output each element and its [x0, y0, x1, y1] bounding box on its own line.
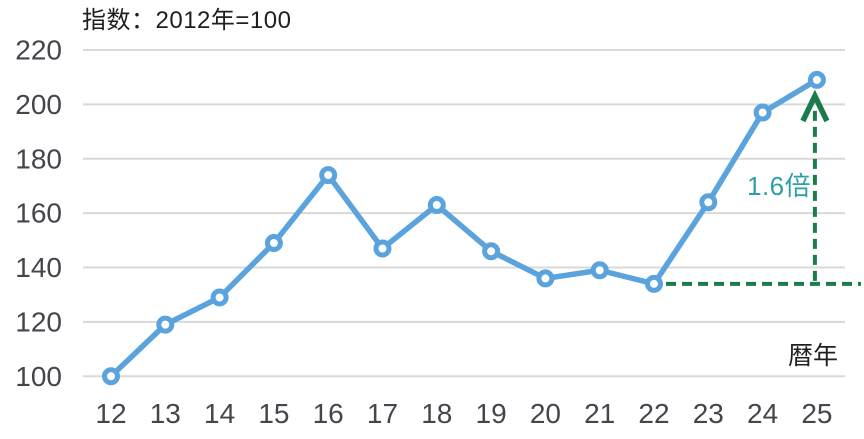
data-point-marker	[645, 274, 663, 293]
x-tick-label: 16	[313, 398, 344, 429]
x-tick-label: 21	[584, 398, 615, 429]
y-tick-label: 140	[15, 252, 62, 283]
data-point-marker	[373, 239, 392, 258]
x-tick-label: 17	[367, 398, 398, 429]
x-tick-label: 15	[258, 398, 289, 429]
x-tick-label: 19	[476, 398, 507, 429]
data-point-marker	[264, 234, 283, 253]
y-tick-label: 180	[15, 143, 62, 174]
x-axis-unit-label: 暦年	[787, 342, 838, 370]
x-tick-label: 18	[421, 398, 452, 429]
data-point-marker	[156, 315, 175, 334]
x-tick-label: 14	[204, 398, 235, 429]
data-point-marker	[536, 269, 555, 288]
data-point-marker	[102, 367, 120, 386]
data-point-marker	[319, 166, 338, 185]
x-tick-label: 25	[801, 398, 832, 429]
x-tick-label: 12	[95, 398, 126, 429]
x-tick-label: 20	[530, 398, 561, 429]
chart-title: 指数：2012年=100	[82, 7, 292, 34]
data-point-marker	[482, 242, 501, 261]
y-tick-label: 120	[15, 306, 62, 337]
data-line	[108, 77, 820, 380]
data-point-marker	[807, 70, 826, 89]
x-tick-label: 24	[747, 398, 778, 429]
x-tick-label: 13	[150, 398, 181, 429]
data-point-marker	[210, 288, 229, 307]
x-tick-label: 23	[693, 398, 724, 429]
data-point-marker	[590, 261, 609, 280]
annotation-arrowhead	[800, 89, 830, 123]
ratio-annotation-label: 1.6倍	[747, 171, 812, 201]
x-tick-label: 22	[638, 398, 669, 429]
data-point-marker	[699, 193, 718, 212]
data-point-marker	[427, 195, 446, 214]
y-tick-label: 100	[15, 361, 62, 392]
y-tick-label: 200	[15, 89, 62, 120]
y-tick-label: 160	[15, 198, 62, 229]
y-tick-label: 220	[15, 35, 62, 66]
data-point-marker	[753, 103, 772, 122]
